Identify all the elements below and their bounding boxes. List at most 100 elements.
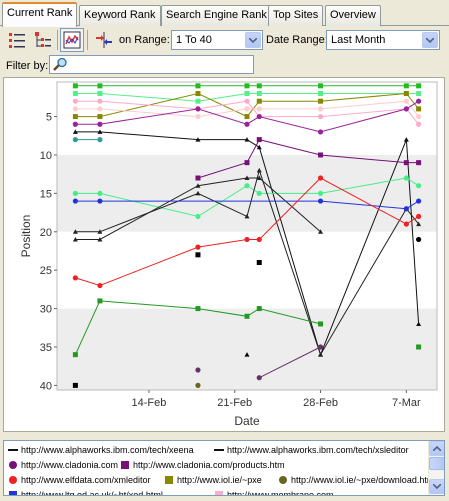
data-point (403, 91, 409, 97)
legend-item[interactable]: http://www.elfdata.com/xmleditor (8, 475, 151, 485)
range-dropdown-button[interactable] (245, 32, 261, 48)
data-point (403, 106, 409, 112)
range-select[interactable]: 1 To 40 (171, 30, 263, 50)
data-point (72, 229, 78, 234)
y-tick-label: 5 (46, 112, 52, 124)
data-point (72, 114, 78, 120)
data-point (244, 98, 250, 104)
data-point (317, 344, 324, 350)
legend-item[interactable]: http://www.ltg.ed.ac.uk/~ht/xed.html (8, 490, 163, 495)
data-point (318, 229, 324, 234)
tab-current-rank[interactable]: Current Rank (2, 2, 78, 27)
data-point (416, 106, 422, 112)
data-point (244, 183, 250, 189)
y-tick-label: 15 (40, 188, 52, 200)
legend-swatch (278, 475, 288, 485)
data-point (256, 98, 262, 104)
data-point (72, 137, 78, 143)
tab-search-engine-rank[interactable]: Search Engine Rank (161, 5, 272, 26)
legend-item[interactable]: http://www.iol.ie/~pxe (164, 475, 262, 485)
data-point (72, 190, 78, 196)
toolbar-separator (87, 30, 88, 50)
data-point (403, 98, 409, 104)
data-point (416, 113, 422, 120)
data-point (72, 382, 78, 388)
legend-item[interactable]: http://www.cladonia.com/products.htm (120, 460, 285, 470)
data-point (256, 259, 262, 265)
data-point (97, 91, 103, 97)
data-point (416, 91, 422, 97)
chevron-up-icon (433, 446, 441, 451)
data-point (256, 106, 262, 112)
legend-swatch (8, 490, 18, 495)
tab-keyword-rank[interactable]: Keyword Rank (79, 5, 161, 26)
legend-item[interactable]: http://www.alphaworks.ibm.com/tech/xeena (8, 445, 194, 455)
data-point (195, 137, 201, 142)
date-range-dropdown-button[interactable] (422, 32, 438, 48)
data-point (244, 121, 250, 127)
data-point (403, 160, 409, 166)
legend-label: http://www.alphaworks.ibm.com/tech/xeena (21, 445, 194, 455)
data-point (256, 91, 262, 97)
data-point (256, 190, 262, 196)
series-line (259, 346, 321, 379)
chart-view-button[interactable] (60, 28, 84, 52)
data-point (416, 321, 422, 326)
legend-item[interactable]: http://www.iol.ie/~pxe/download.htm (278, 475, 434, 485)
date-range-label: Date Range: (266, 34, 328, 46)
data-point (256, 375, 262, 381)
series-line (75, 177, 419, 217)
data-point (416, 236, 422, 243)
tab-top-sites[interactable]: Top Sites (268, 5, 324, 26)
legend-label: http://www.alphaworks.ibm.com/tech/xsled… (227, 445, 409, 455)
data-point (318, 321, 324, 327)
scroll-up-button[interactable] (429, 441, 444, 456)
scroll-thumb[interactable] (429, 457, 444, 470)
y-tick-label: 20 (40, 227, 52, 239)
series-line (75, 131, 420, 357)
legend-scrollbar[interactable] (428, 441, 444, 495)
data-point (97, 190, 103, 196)
data-point (416, 121, 422, 127)
tab-bar: Current Rank Keyword Rank Search Engine … (0, 0, 449, 27)
filter-input[interactable] (49, 55, 254, 74)
data-point (72, 352, 78, 358)
data-point (97, 137, 103, 143)
data-point (97, 98, 103, 104)
y-tick-label: 40 (40, 380, 52, 392)
data-point (256, 236, 262, 243)
data-point (195, 98, 201, 104)
data-point (195, 91, 201, 97)
data-point (72, 236, 78, 242)
date-range-select[interactable]: Last Month (326, 30, 440, 50)
series-line (75, 93, 419, 102)
search-icon (53, 57, 67, 71)
legend-item[interactable]: http://www.alphaworks.ibm.com/tech/xsled… (214, 445, 409, 455)
data-point (256, 83, 262, 89)
tree-view-button[interactable] (31, 28, 55, 52)
data-point (72, 275, 78, 281)
data-point (97, 298, 103, 304)
data-point (244, 83, 250, 89)
series-line (75, 100, 419, 118)
data-point (416, 198, 422, 204)
list-view-button[interactable] (5, 28, 29, 52)
data-point (195, 190, 201, 196)
tab-overview[interactable]: Overview (325, 5, 381, 26)
range-label: on Range: (119, 34, 170, 46)
x-tick-label: 21-Feb (217, 397, 252, 409)
data-point (318, 83, 324, 89)
legend-item[interactable]: http://www.cladonia.com (8, 460, 118, 470)
x-axis-title: Date (234, 414, 260, 428)
data-point (195, 175, 201, 181)
legend-item[interactable]: http://www.membrane.com (214, 490, 334, 495)
data-point (244, 313, 250, 319)
scroll-down-button[interactable] (429, 479, 444, 494)
data-point (244, 160, 250, 166)
data-point (195, 183, 201, 188)
rank-chart: 5 10 15 20 25 30 35 40 14-Feb 21-Feb 28-Feb 7-Mar Da… (3, 77, 445, 432)
y-tick-label: 10 (40, 150, 52, 162)
data-point (416, 83, 422, 89)
compare-button[interactable] (92, 28, 116, 52)
legend-swatch (8, 445, 18, 455)
